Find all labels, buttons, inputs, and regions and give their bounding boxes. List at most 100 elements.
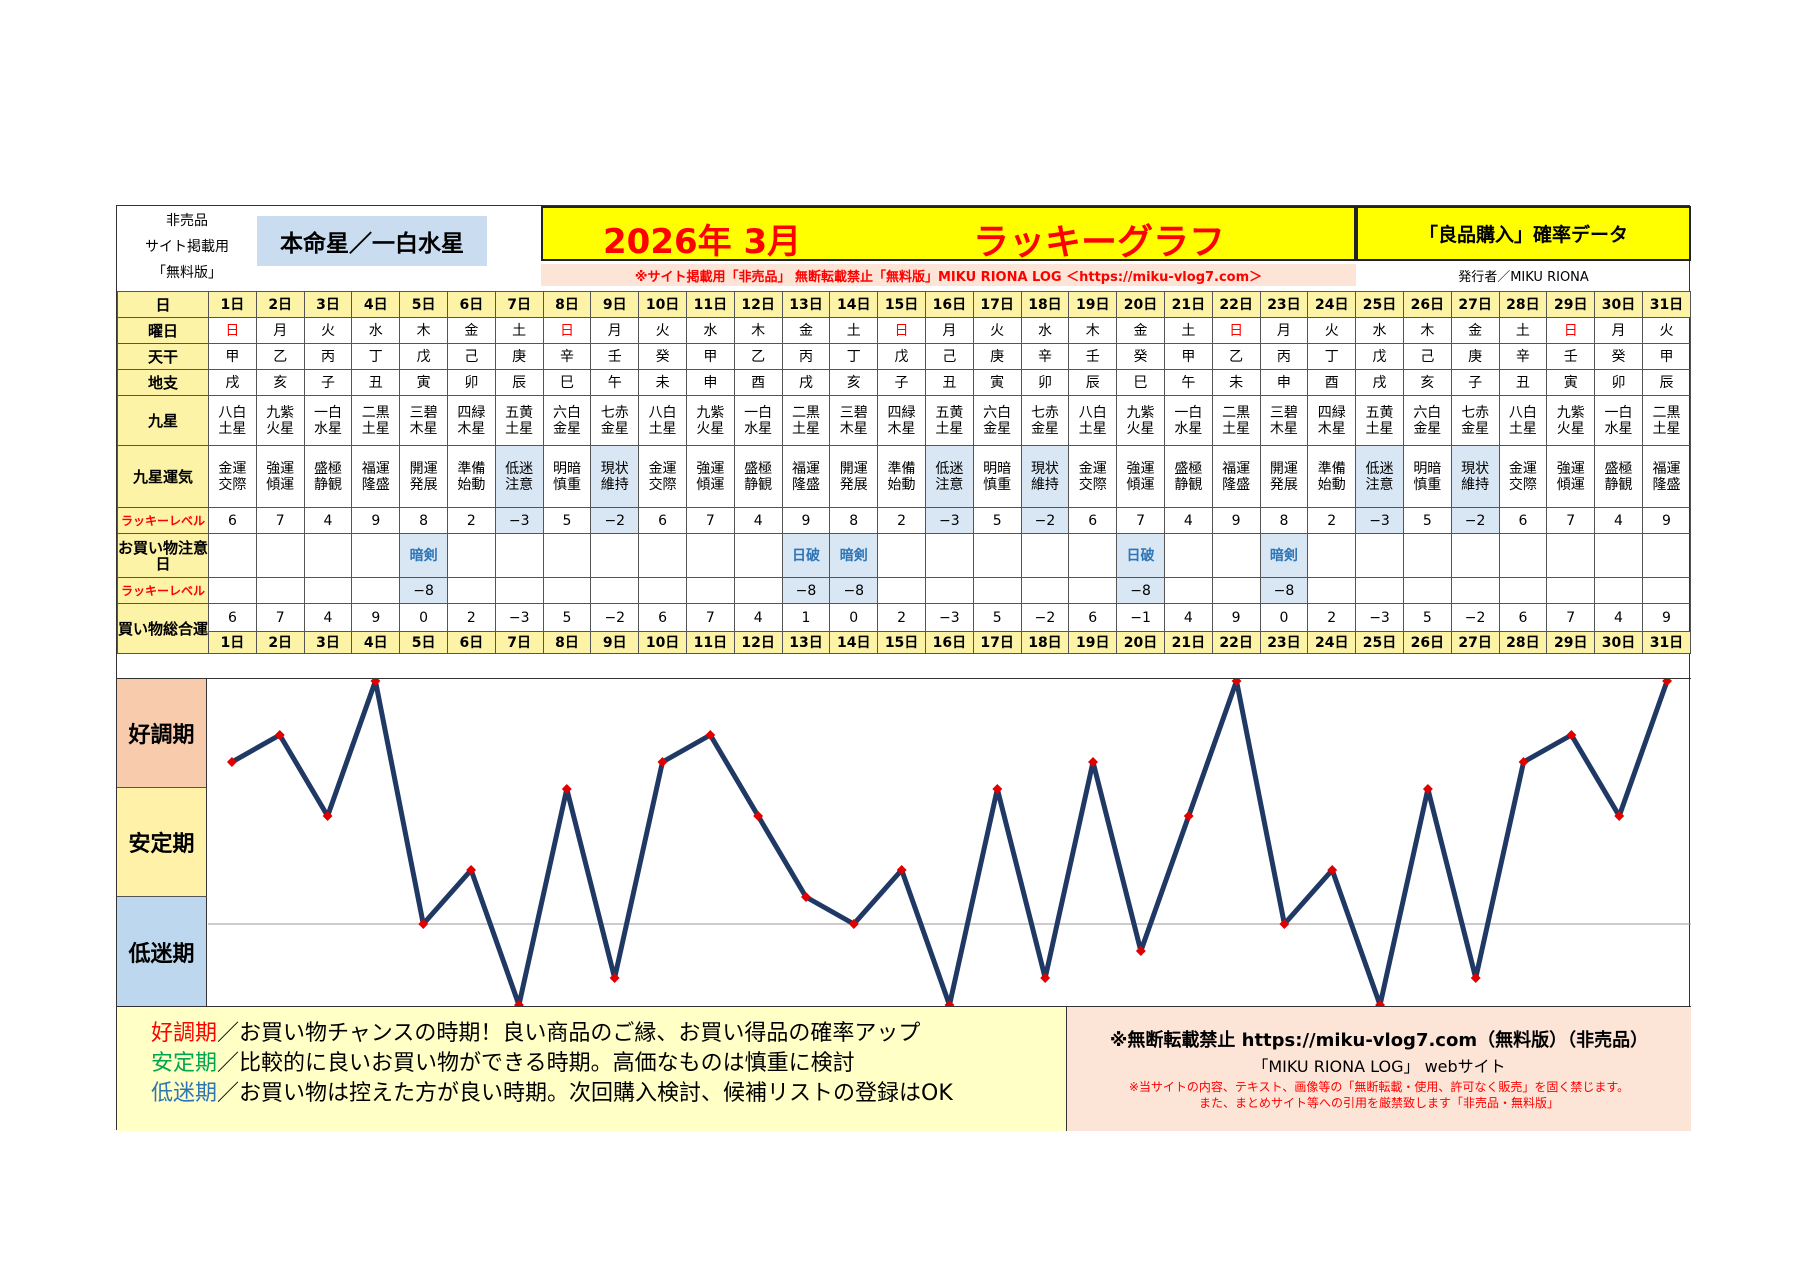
chishi-cell: 未 <box>638 369 687 396</box>
weekday-cell: 月 <box>1594 317 1643 344</box>
caution-cell <box>1402 533 1452 578</box>
copyright-warning: また、まとめサイト等への引用を厳禁致します「非売品・無料版」 <box>1198 1096 1559 1110</box>
tenkan-cell: 丁 <box>1307 343 1357 370</box>
day-cell: 17日 <box>972 291 1022 318</box>
unki-cell-line: 静観 <box>313 476 342 493</box>
lucky-level-cell: 8 <box>829 507 879 534</box>
table-row-caution: お買い物注意日 暗剣 日破 暗剣 日破 暗剣 <box>117 533 1692 578</box>
tenkan-cell: 戊 <box>877 343 926 370</box>
unki-cell-line: 現状 <box>1030 460 1059 477</box>
unki-cell-line: 交際 <box>218 476 247 493</box>
line-plot <box>208 679 1691 1007</box>
data-point <box>466 865 477 875</box>
caution-cell <box>1068 533 1118 578</box>
unki-cell-line: 維持 <box>600 476 629 493</box>
chishi-cell: 寅 <box>972 369 1022 396</box>
unki-cell-line: 発展 <box>1269 476 1298 493</box>
unki-cell: 明暗 慎重 <box>542 445 592 508</box>
row-label: 九星 <box>117 395 209 446</box>
day-cell: 4日 <box>351 291 401 318</box>
unki-cell-line: 維持 <box>1461 476 1490 493</box>
data-point <box>705 730 716 740</box>
chishi-cell: 未 <box>1211 369 1261 396</box>
unki-cell-line: 準備 <box>1317 460 1346 477</box>
total-cell: 1 <box>781 603 831 632</box>
total-cell: 5 <box>972 603 1022 632</box>
unki-cell-line: 始動 <box>887 476 916 493</box>
lucky-level-cell: 9 <box>351 507 401 534</box>
kyusei-cell: 八白 土星 <box>208 395 257 446</box>
unki-cell-line: 開運 <box>1269 460 1298 477</box>
note-line: 「無料版」 <box>152 265 222 281</box>
legend-stable: 安定期／比較的に良いお買い物ができる時期。高価なものは慎重に検討 <box>151 1049 1066 1079</box>
kyusei-cell: 三碧 木星 <box>1259 395 1309 446</box>
table-row-kyusei: 九星 八白 土星 九紫 火星 一白 水星 二黒 土星 三碧 木星 四緑 木星 五黄 土星 六白 金星 七赤 金星 八白… <box>117 395 1692 446</box>
tenkan-cell: 壬 <box>590 343 640 370</box>
kyusei-cell-line: 八白 <box>1508 404 1537 421</box>
kyusei-cell: 三碧 木星 <box>399 395 448 446</box>
band-low: 低迷期 <box>117 897 207 1007</box>
day-cell: 8日 <box>542 291 592 318</box>
kyusei-cell-line: 火星 <box>266 420 295 437</box>
row-label: ラッキーレベル <box>117 507 209 534</box>
lucky-level-cell: 4 <box>1594 507 1643 534</box>
weekday-cell: 火 <box>1307 317 1357 344</box>
day-cell: 7日 <box>494 631 544 654</box>
day-cell: 27日 <box>1450 291 1500 318</box>
lucky-level-cell: 6 <box>1068 507 1118 534</box>
lucky-level-cell: 7 <box>255 507 305 534</box>
chishi-cell: 申 <box>1259 369 1309 396</box>
weekday-cell: 月 <box>1259 317 1309 344</box>
day-cell: 28日 <box>1498 631 1548 654</box>
title-date: 2026年 3月 <box>603 222 802 262</box>
legend-stable-text: ／比較的に良いお買い物ができる時期。高価なものは慎重に検討 <box>217 1051 855 1076</box>
caution-level-cell <box>877 577 926 604</box>
data-point <box>1614 811 1625 821</box>
unki-cell-line: 静観 <box>744 476 773 493</box>
kyusei-cell-line: 一白 <box>313 404 342 421</box>
caution-cell: 日破 <box>1116 533 1165 578</box>
caution-level-cell: −8 <box>399 577 448 604</box>
unki-cell: 福運 隆盛 <box>351 445 401 508</box>
kyusei-cell-line: 金星 <box>600 420 629 437</box>
caution-cell <box>1020 533 1070 578</box>
title-bar: 2026年 3月 ラッキーグラフ <box>541 206 1356 263</box>
unki-cell: 福運 隆盛 <box>1211 445 1261 508</box>
unki-cell: 現状 維持 <box>590 445 640 508</box>
unki-cell-line: 始動 <box>1317 476 1346 493</box>
tenkan-cell: 丁 <box>829 343 879 370</box>
kyusei-cell-line: 土星 <box>1365 420 1394 437</box>
caution-level-cell <box>1450 577 1500 604</box>
lucky-level-cell: 5 <box>542 507 592 534</box>
legend-good-key: 好調期 <box>151 1021 218 1046</box>
unki-cell: 低迷 注意 <box>1355 445 1404 508</box>
table-row-chishi: 地支戌亥子丑寅卯辰巳午未申酉戌亥子丑寅卯辰巳午未申酉戌亥子丑寅卯辰 <box>117 369 1692 396</box>
caution-level-cell: −8 <box>829 577 879 604</box>
site-name: 「MIKU RIONA LOG」 webサイト <box>1252 1057 1506 1076</box>
unki-cell-line: 金運 <box>648 460 677 477</box>
kyusei-cell-line: 六白 <box>552 404 581 421</box>
data-point <box>896 865 907 875</box>
unki-cell-line: 慎重 <box>1413 476 1442 493</box>
data-point <box>1279 919 1290 929</box>
kyusei-cell: 二黒 土星 <box>781 395 831 446</box>
chishi-cell: 卯 <box>1020 369 1070 396</box>
tenkan-cell: 壬 <box>1546 343 1596 370</box>
kyusei-cell-line: 一白 <box>744 404 773 421</box>
day-cell: 11日 <box>685 631 735 654</box>
row-label: 日 <box>117 291 209 318</box>
data-point <box>1375 1000 1385 1007</box>
caution-cell <box>638 533 687 578</box>
table-row-caution2: ラッキーレベル −8 −8 −8 −8 −8 <box>117 577 1692 604</box>
unki-cell: 福運 隆盛 <box>1641 445 1692 508</box>
day-cell: 9日 <box>590 631 640 654</box>
data-point <box>1422 784 1433 794</box>
table-row-day2: 1日 2日 3日 4日 5日 6日 7日 8日 9日 10日 11日 12日 13日 14日 15日 16日 1… <box>118 631 1692 654</box>
total-cell: 4 <box>733 603 783 632</box>
lucky-level-cell: −3 <box>924 507 974 534</box>
band-stable: 安定期 <box>117 788 207 897</box>
caution-cell <box>1211 533 1261 578</box>
weekday-cell: 日 <box>1546 317 1596 344</box>
data-point <box>1088 757 1098 767</box>
weekday-cell: 木 <box>399 317 448 344</box>
